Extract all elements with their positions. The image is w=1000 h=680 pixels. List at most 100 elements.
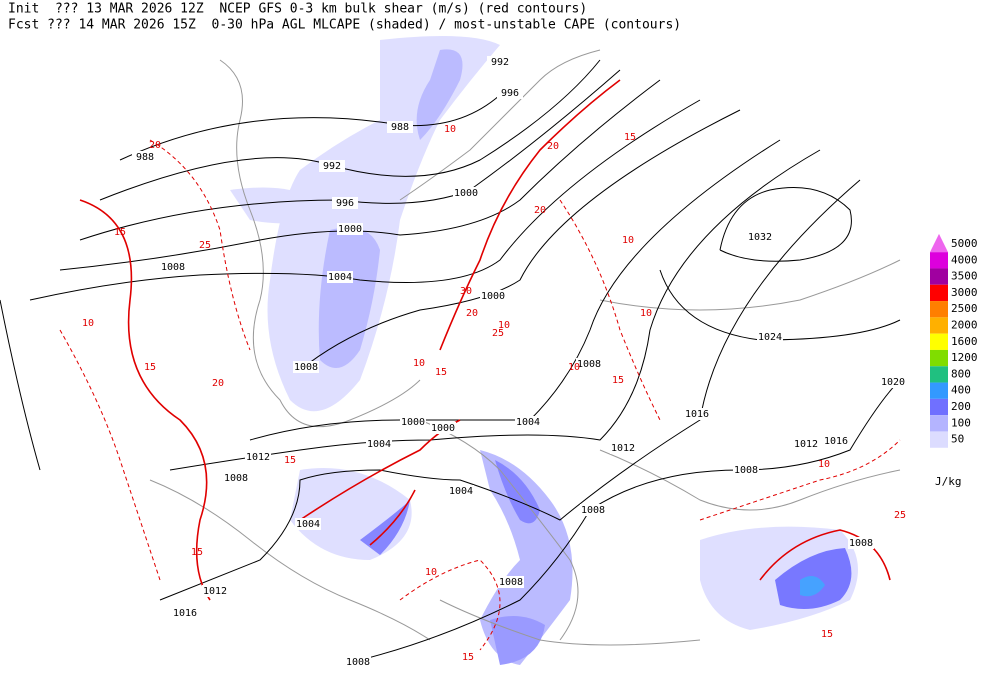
shear-label: 20	[547, 141, 559, 152]
colorbar-label: 4000	[951, 253, 978, 266]
colorbar-swatch	[930, 366, 948, 383]
shear-label: 15	[191, 547, 203, 558]
shear-label: 15	[435, 367, 447, 378]
isobar-label-bg	[202, 585, 228, 597]
colorbar-swatch	[930, 268, 948, 285]
colorbar-label: 5000	[951, 237, 978, 250]
isobar-label: 996	[501, 88, 519, 99]
isobar-label: 1008	[161, 262, 185, 273]
shear-label: 10	[818, 459, 830, 470]
colorbar-swatch	[930, 252, 948, 269]
isobar-label-bg	[345, 656, 371, 668]
colorbar-swatch	[930, 382, 948, 399]
shear-label: 20	[466, 308, 478, 319]
isobar-label-bg	[319, 160, 345, 172]
isobar-label: 1032	[748, 232, 772, 243]
isobar-label: 1000	[481, 291, 505, 302]
isobar-label-bg	[515, 416, 541, 428]
shear-label: 10	[425, 567, 437, 578]
shear-label: 10	[568, 362, 580, 373]
shear-label: 30	[460, 286, 472, 297]
isobar-label-bg	[580, 504, 606, 516]
isobar-label-bg	[366, 438, 392, 450]
colorbar-label: 800	[951, 367, 971, 380]
isobar-label: 992	[491, 57, 509, 68]
colorbar-swatch	[930, 398, 948, 416]
shear-label: 20	[149, 140, 161, 151]
colorbar-label: 1200	[951, 351, 978, 364]
map-domain	[0, 28, 919, 673]
isobar-label: 988	[391, 122, 409, 133]
isobar-label-bg	[387, 121, 413, 133]
isobar-label: 1000	[338, 224, 362, 235]
colorbar-label: 1600	[951, 335, 978, 348]
isobar-label: 1012	[203, 586, 227, 597]
shear-label: 25	[894, 510, 906, 521]
shear-label: 10	[82, 318, 94, 329]
shear-label: 15	[624, 132, 636, 143]
isobar-label-bg	[400, 416, 426, 428]
colorbar-swatch	[930, 333, 948, 350]
colorbar-label: 3000	[951, 286, 978, 299]
contour-labels: 992 996 988 988 992 996 1000 1000 1004 1008 1000 10…	[82, 56, 906, 668]
colorbar-swatch	[930, 301, 948, 318]
shear-label: 15	[284, 455, 296, 466]
isobar-label-bg	[223, 472, 249, 484]
isobar-label-bg	[848, 537, 874, 549]
isobar-label: 1012	[794, 439, 818, 450]
colorbar: 5000 4000 3500 3000 2500 2000 1600 1200 800 400 20…	[930, 233, 978, 448]
isobar-label: 1004	[449, 486, 473, 497]
isobar-label-bg	[793, 438, 819, 450]
shear-label: 20	[534, 205, 546, 216]
colorbar-swatch	[930, 284, 948, 302]
isobar-label: 988	[136, 152, 154, 163]
isobar-label-bg	[684, 408, 710, 420]
shear-label: 10	[640, 308, 652, 319]
colorbar-swatch	[930, 349, 948, 367]
shear-label: 15	[462, 652, 474, 663]
colorbar-unit: J/kg	[935, 475, 962, 488]
isobar-label-bg	[332, 197, 358, 209]
isobar-label-bg	[430, 422, 456, 434]
isobar-label: 1004	[516, 417, 540, 428]
shear-label: 10	[444, 124, 456, 135]
isobar-label: 992	[323, 161, 341, 172]
header-line-2: Fcst ??? 14 MAR 2026 15Z 0-30 hPa AGL ML…	[8, 18, 681, 33]
colorbar-label: 3500	[951, 270, 978, 283]
isobar-label: 1004	[367, 439, 391, 450]
header-line-1: Init ??? 13 MAR 2026 12Z NCEP GFS 0-3 km…	[8, 2, 587, 17]
colorbar-triangle	[930, 233, 948, 253]
isobar-label: 1016	[824, 436, 848, 447]
isobar-label: 1008	[734, 465, 758, 476]
isobar-label-bg	[498, 576, 524, 588]
colorbar-label: 400	[951, 384, 971, 397]
isobar-label: 1008	[346, 657, 370, 668]
isobar-label-bg	[327, 271, 353, 283]
isobar-label-bg	[497, 87, 523, 99]
isobar-label-bg	[747, 231, 773, 243]
isobar-label: 1016	[685, 409, 709, 420]
coastlines	[149, 49, 901, 646]
colorbar-label: 200	[951, 400, 971, 413]
isobar-label: 1000	[401, 417, 425, 428]
colorbar-label: 2000	[951, 319, 978, 332]
shear-contours-dashed	[59, 139, 901, 651]
isobar-label-bg	[610, 442, 636, 454]
isobar-label-bg	[132, 151, 158, 163]
shear-label: 15	[612, 375, 624, 386]
colorbar-label: 50	[951, 433, 964, 446]
isobar-label: 1008	[581, 505, 605, 516]
shear-label: 25	[199, 240, 211, 251]
isobar-label: 1024	[758, 332, 782, 343]
colorbar-label: 100	[951, 416, 971, 429]
isobar-label-bg	[480, 290, 506, 302]
isobar-label: 1000	[454, 188, 478, 199]
isobar-label: 1020	[881, 377, 905, 388]
isobar-label: 1008	[499, 577, 523, 588]
isobar-label-bg	[576, 358, 602, 370]
isobar-label: 1016	[173, 608, 197, 619]
shear-label: 20	[212, 378, 224, 389]
shear-label: 15	[821, 629, 833, 640]
